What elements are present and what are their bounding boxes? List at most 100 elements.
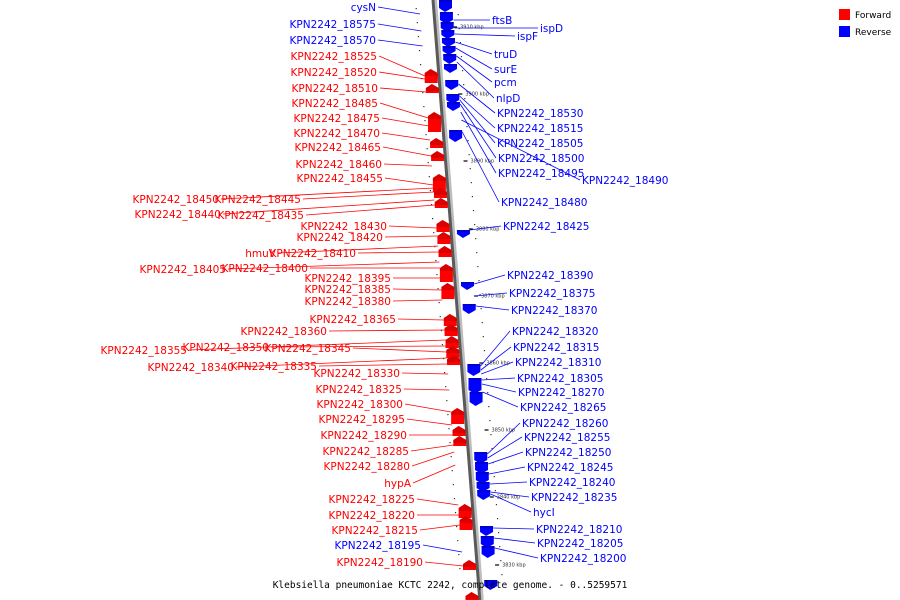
gene-label[interactable]: KPN2242_18495	[498, 168, 584, 180]
gene-label[interactable]: KPN2242_18195	[335, 540, 421, 552]
gene-label[interactable]: KPN2242_18510	[292, 83, 378, 95]
gene-label[interactable]: cysN	[351, 2, 376, 14]
gene-label[interactable]: truD	[494, 49, 517, 61]
gene-label[interactable]: KPN2242_18220	[329, 510, 415, 522]
reverse-gene-arrow[interactable]	[481, 546, 495, 558]
forward-gene-arrow[interactable]	[452, 426, 466, 436]
reverse-gene-arrow[interactable]	[441, 38, 455, 47]
gene-label[interactable]: surE	[494, 64, 517, 76]
forward-gene-arrow[interactable]	[446, 346, 460, 358]
reverse-gene-arrow[interactable]	[460, 282, 474, 290]
gene-label[interactable]: KPN2242_18400	[222, 263, 308, 275]
forward-gene-arrow[interactable]	[459, 516, 473, 530]
reverse-gene-arrow[interactable]	[439, 12, 453, 24]
gene-label[interactable]: KPN2242_18250	[525, 447, 611, 459]
forward-gene-arrow[interactable]	[436, 220, 450, 232]
gene-label[interactable]: KPN2242_18215	[332, 525, 418, 537]
gene-label[interactable]: KPN2242_18245	[527, 462, 613, 474]
gene-label[interactable]: KPN2242_18200	[540, 553, 626, 565]
gene-label[interactable]: ftsB	[492, 15, 512, 27]
forward-gene-arrow[interactable]	[434, 198, 448, 208]
gene-label[interactable]: ispD	[540, 23, 563, 35]
reverse-gene-arrow[interactable]	[474, 452, 488, 464]
forward-gene-arrow[interactable]	[437, 232, 451, 244]
forward-gene-arrow[interactable]	[432, 174, 446, 192]
reverse-gene-arrow[interactable]	[462, 304, 476, 314]
gene-label[interactable]: KPN2242_18405	[140, 264, 226, 276]
gene-label[interactable]: KPN2242_18270	[518, 387, 604, 399]
gene-label[interactable]: KPN2242_18225	[329, 494, 415, 506]
gene-label[interactable]: KPN2242_18475	[294, 113, 380, 125]
forward-gene-arrow[interactable]	[441, 283, 455, 299]
gene-label[interactable]: KPN2242_18460	[296, 159, 382, 171]
gene-label[interactable]: KPN2242_18425	[503, 221, 589, 233]
gene-label[interactable]: KPN2242_18390	[507, 270, 593, 282]
gene-label[interactable]: KPN2242_18280	[324, 461, 410, 473]
forward-gene-arrow[interactable]	[428, 112, 442, 132]
gene-labels[interactable]: cysN KPN2242_18575 KPN2242_18570 KPN2242_18…	[101, 2, 669, 569]
reverse-gene-arrow[interactable]	[477, 490, 491, 500]
gene-label[interactable]: KPN2242_18235	[531, 492, 617, 504]
reverse-gene-arrow[interactable]	[440, 22, 454, 32]
gene-label[interactable]: hycI	[533, 507, 555, 519]
forward-gene-arrow[interactable]	[443, 314, 457, 326]
gene-label[interactable]: KPN2242_18505	[497, 138, 583, 150]
gene-label[interactable]: KPN2242_18570	[290, 35, 376, 47]
forward-gene-arrow[interactable]	[425, 84, 439, 93]
reverse-gene-arrow[interactable]	[443, 54, 457, 64]
gene-label[interactable]: KPN2242_18355	[101, 345, 187, 357]
gene-label[interactable]: KPN2242_18285	[323, 446, 409, 458]
forward-gene-arrow[interactable]	[445, 336, 459, 348]
gene-label[interactable]: KPN2242_18515	[497, 123, 583, 135]
gene-label[interactable]: KPN2242_18395	[305, 273, 391, 285]
gene-label[interactable]: KPN2242_18500	[498, 153, 584, 165]
gene-label[interactable]: KPN2242_18365	[310, 314, 396, 326]
gene-label[interactable]: KPN2242_18360	[241, 326, 327, 338]
forward-gene-arrow[interactable]	[430, 138, 444, 148]
reverse-gene-arrow[interactable]	[449, 130, 463, 142]
gene-label[interactable]: KPN2242_18210	[536, 524, 622, 536]
gene-label[interactable]: KPN2242_18335	[231, 361, 317, 373]
reverse-gene-arrow[interactable]	[476, 482, 490, 492]
reverse-gene-arrow[interactable]	[445, 80, 459, 90]
gene-label[interactable]: KPN2242_18490	[582, 175, 668, 187]
reverse-gene-arrow[interactable]	[446, 102, 460, 111]
gene-label[interactable]: KPN2242_18435	[218, 210, 304, 222]
forward-gene-arrow[interactable]	[439, 264, 453, 282]
forward-gene-arrow[interactable]	[431, 151, 445, 161]
forward-gene-arrow[interactable]	[451, 408, 465, 424]
reverse-gene-arrow[interactable]	[484, 580, 498, 590]
gene-label[interactable]: hypA	[384, 478, 412, 490]
forward-gene-arrow[interactable]	[438, 246, 452, 257]
reverse-gene-arrow[interactable]	[446, 94, 460, 104]
forward-gene-arrow[interactable]	[424, 69, 438, 83]
gene-label[interactable]: KPN2242_18480	[501, 197, 587, 209]
gene-label[interactable]: KPN2242_18465	[295, 142, 381, 154]
gene-label[interactable]: KPN2242_18450	[133, 194, 219, 206]
gene-label[interactable]: KPN2242_18445	[215, 194, 301, 206]
gene-label[interactable]: KPN2242_18290	[321, 430, 407, 442]
gene-label[interactable]: nlpD	[496, 93, 520, 105]
gene-label[interactable]: KPN2242_18295	[319, 414, 405, 426]
gene-label[interactable]: KPN2242_18320	[512, 326, 598, 338]
forward-gene-arrow[interactable]	[444, 324, 458, 336]
forward-gene-arrow[interactable]	[433, 188, 447, 198]
forward-gene-arrow[interactable]	[447, 355, 461, 365]
gene-label[interactable]: KPN2242_18380	[305, 296, 391, 308]
gene-label[interactable]: KPN2242_18370	[511, 305, 597, 317]
reverse-gene-arrow[interactable]	[469, 392, 483, 406]
gene-label[interactable]: KPN2242_18520	[291, 67, 377, 79]
gene-label[interactable]: KPN2242_18310	[515, 357, 601, 369]
gene-label[interactable]: KPN2242_18300	[317, 399, 403, 411]
gene-label[interactable]: KPN2242_18265	[520, 402, 606, 414]
reverse-gene-arrow[interactable]	[443, 64, 457, 73]
gene-label[interactable]: pcm	[494, 77, 517, 89]
forward-gene-arrow[interactable]	[465, 592, 479, 600]
gene-label[interactable]: KPN2242_18315	[513, 342, 599, 354]
gene-label[interactable]: KPN2242_18485	[292, 98, 378, 110]
gene-label[interactable]: KPN2242_18260	[522, 418, 608, 430]
gene-label[interactable]: KPN2242_18305	[517, 373, 603, 385]
gene-label[interactable]: KPN2242_18525	[291, 51, 377, 63]
gene-label[interactable]: KPN2242_18255	[524, 432, 610, 444]
reverse-gene-arrow[interactable]	[480, 536, 494, 548]
